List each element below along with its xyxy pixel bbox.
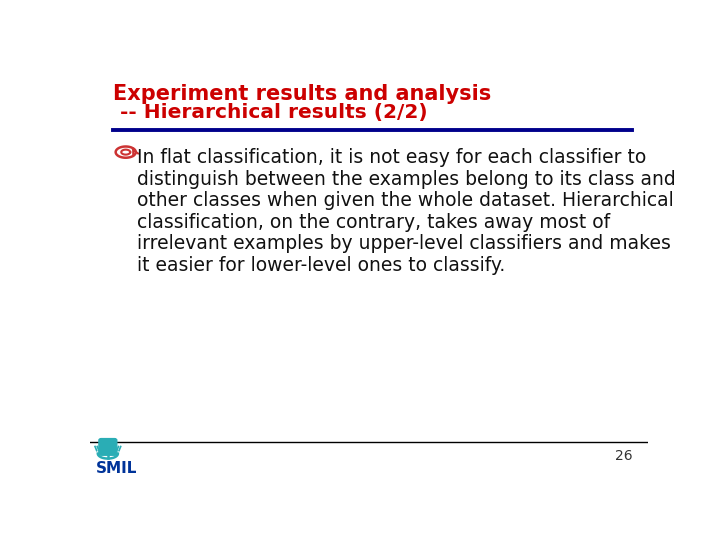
- Text: SMIL: SMIL: [96, 461, 137, 476]
- Text: -- Hierarchical results (2/2): -- Hierarchical results (2/2): [114, 103, 428, 122]
- Text: In flat classification, it is not easy for each classifier to: In flat classification, it is not easy f…: [138, 148, 647, 167]
- Text: other classes when given the whole dataset. Hierarchical: other classes when given the whole datas…: [138, 191, 674, 210]
- Text: it easier for lower-level ones to classify.: it easier for lower-level ones to classi…: [138, 256, 505, 275]
- Text: irrelevant examples by upper-level classifiers and makes: irrelevant examples by upper-level class…: [138, 234, 671, 253]
- FancyBboxPatch shape: [99, 438, 117, 455]
- Text: Experiment results and analysis: Experiment results and analysis: [114, 84, 492, 104]
- Text: distinguish between the examples belong to its class and: distinguish between the examples belong …: [138, 170, 676, 188]
- Text: classification, on the contrary, takes away most of: classification, on the contrary, takes a…: [138, 213, 611, 232]
- Text: 26: 26: [615, 449, 632, 463]
